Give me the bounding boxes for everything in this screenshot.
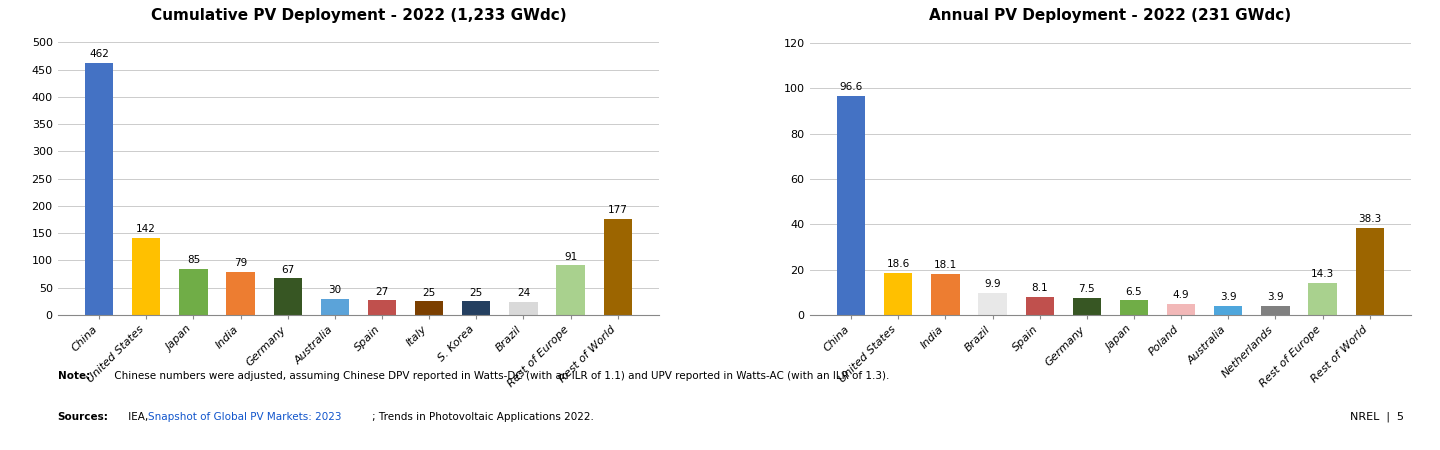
Bar bbox=[1214, 306, 1243, 315]
Bar bbox=[179, 269, 207, 315]
Bar bbox=[415, 302, 444, 315]
Text: 96.6: 96.6 bbox=[840, 82, 863, 92]
Text: 9.9: 9.9 bbox=[984, 279, 1001, 289]
Bar bbox=[603, 219, 632, 315]
Text: 3.9: 3.9 bbox=[1267, 292, 1283, 302]
Text: 3.9: 3.9 bbox=[1220, 292, 1237, 302]
Text: 91: 91 bbox=[564, 252, 577, 262]
Text: NREL  |  5: NREL | 5 bbox=[1351, 412, 1404, 422]
Text: 4.9: 4.9 bbox=[1172, 290, 1189, 300]
Bar bbox=[274, 279, 302, 315]
Text: 6.5: 6.5 bbox=[1126, 287, 1142, 297]
Text: Note:: Note: bbox=[58, 371, 89, 381]
Bar bbox=[1166, 304, 1195, 315]
Bar bbox=[321, 299, 348, 315]
Text: 142: 142 bbox=[137, 224, 156, 234]
Text: 25: 25 bbox=[469, 288, 482, 298]
Text: Chinese numbers were adjusted, assuming Chinese DPV reported in Watts-DC (with a: Chinese numbers were adjusted, assuming … bbox=[111, 371, 890, 381]
Text: 79: 79 bbox=[233, 258, 248, 268]
Bar bbox=[1309, 283, 1336, 315]
Title: Annual PV Deployment - 2022 (231 GWdc): Annual PV Deployment - 2022 (231 GWdc) bbox=[929, 9, 1292, 23]
Text: ; Trends in Photovoltaic Applications 2022.: ; Trends in Photovoltaic Applications 20… bbox=[372, 412, 593, 422]
Text: 25: 25 bbox=[422, 288, 436, 298]
Bar bbox=[226, 272, 255, 315]
Text: 14.3: 14.3 bbox=[1310, 269, 1335, 279]
Text: 8.1: 8.1 bbox=[1031, 283, 1048, 293]
Bar bbox=[132, 238, 160, 315]
Bar bbox=[510, 302, 537, 315]
Bar bbox=[556, 266, 585, 315]
Bar bbox=[1120, 300, 1148, 315]
Bar bbox=[462, 302, 491, 315]
Text: 177: 177 bbox=[608, 205, 628, 215]
Text: 7.5: 7.5 bbox=[1079, 284, 1096, 294]
Bar bbox=[978, 292, 1007, 315]
Title: Cumulative PV Deployment - 2022 (1,233 GWdc): Cumulative PV Deployment - 2022 (1,233 G… bbox=[151, 9, 566, 23]
Bar bbox=[1261, 306, 1290, 315]
Text: 24: 24 bbox=[517, 288, 530, 298]
Bar bbox=[1073, 298, 1102, 315]
Bar bbox=[1355, 228, 1384, 315]
Text: 18.1: 18.1 bbox=[933, 260, 958, 270]
Bar bbox=[932, 274, 959, 315]
Text: 18.6: 18.6 bbox=[887, 259, 910, 269]
Text: Snapshot of Global PV Markets: 2023: Snapshot of Global PV Markets: 2023 bbox=[148, 412, 341, 422]
Text: 462: 462 bbox=[89, 50, 109, 59]
Bar bbox=[367, 300, 396, 315]
Text: 38.3: 38.3 bbox=[1358, 215, 1381, 225]
Text: 67: 67 bbox=[281, 265, 294, 275]
Text: Sources:: Sources: bbox=[58, 412, 108, 422]
Text: 27: 27 bbox=[376, 287, 389, 297]
Bar bbox=[85, 63, 114, 315]
Bar bbox=[837, 96, 865, 315]
Bar bbox=[1025, 297, 1054, 315]
Text: 85: 85 bbox=[187, 255, 200, 265]
Bar bbox=[884, 273, 913, 315]
Text: 30: 30 bbox=[328, 285, 341, 295]
Text: IEA,: IEA, bbox=[125, 412, 151, 422]
